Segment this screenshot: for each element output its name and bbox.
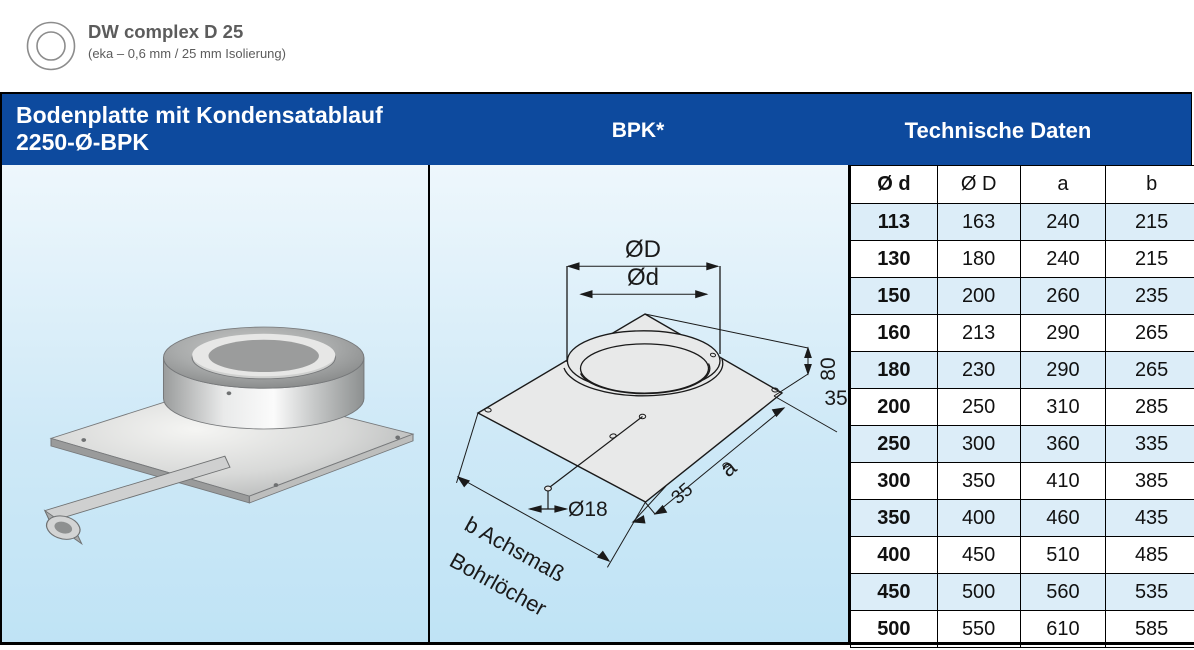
- svg-text:Ø18: Ø18: [568, 498, 608, 521]
- svg-text:Ød: Ød: [627, 264, 659, 291]
- svg-text:a: a: [715, 453, 741, 481]
- svg-text:35: 35: [824, 387, 847, 410]
- svg-text:80: 80: [817, 357, 840, 380]
- svg-text:ØD: ØD: [625, 236, 661, 263]
